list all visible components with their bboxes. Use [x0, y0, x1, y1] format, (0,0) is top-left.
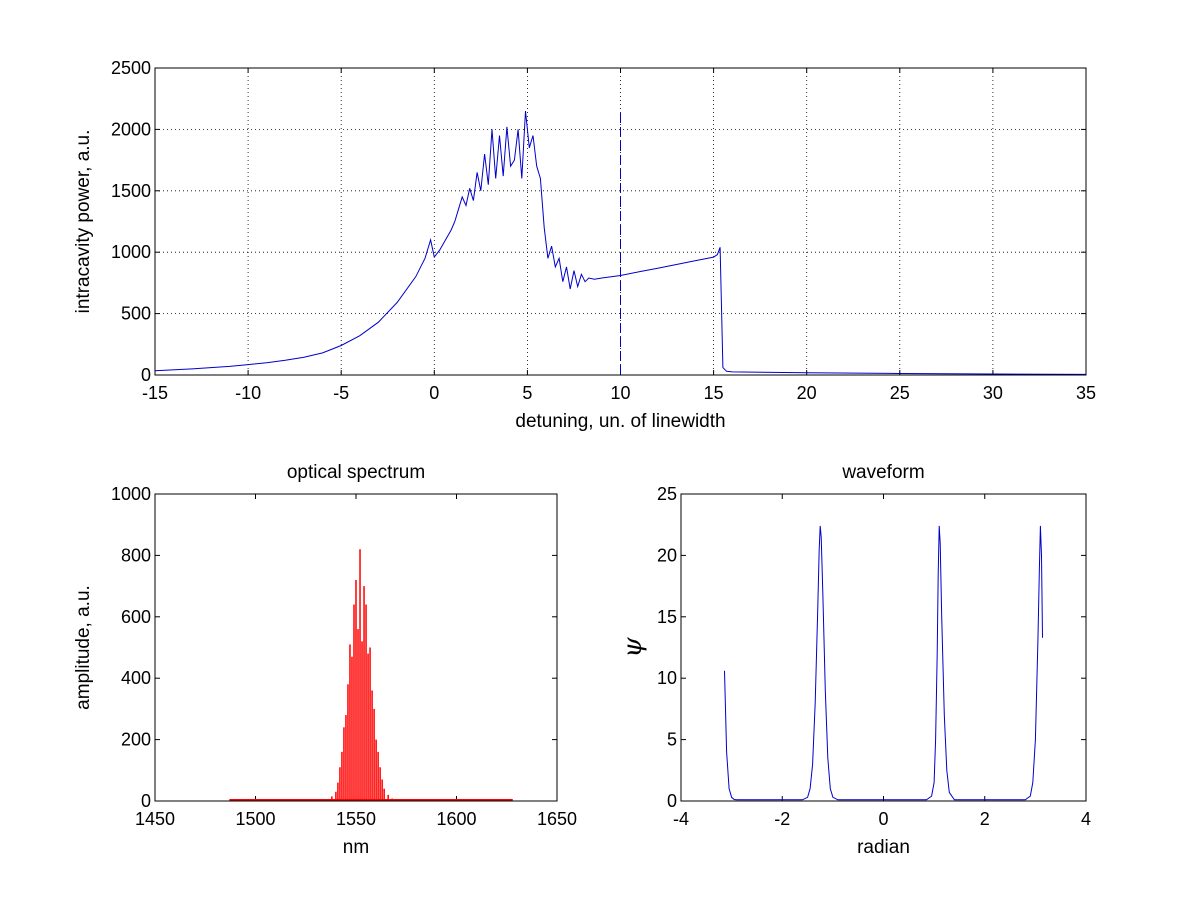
spectrum-bar — [339, 767, 341, 801]
y-axis-label: ψ — [618, 637, 648, 658]
series-line-0 — [724, 525, 1043, 801]
y-tick-label: 2500 — [111, 58, 151, 78]
x-tick-label: 1600 — [436, 809, 476, 829]
spectrum-bar — [377, 751, 379, 801]
x-tick-label: 10 — [610, 383, 630, 403]
spectrum-bar — [367, 653, 369, 801]
x-tick-label: -10 — [235, 383, 261, 403]
x-axis-label: nm — [343, 837, 369, 858]
x-tick-label: -5 — [333, 383, 349, 403]
x-tick-label: 0 — [429, 383, 439, 403]
y-tick-label: 15 — [657, 607, 677, 627]
spectrum-bar — [327, 799, 329, 801]
y-tick-label: 1000 — [111, 242, 151, 262]
spectrum-bar — [369, 647, 371, 801]
spectrum-bar — [383, 788, 385, 801]
spectrum-bar — [349, 644, 351, 801]
y-tick-label: 1000 — [111, 484, 151, 504]
plot-area — [681, 494, 1086, 801]
spectrum-bar — [345, 715, 347, 801]
x-tick-label: -15 — [142, 383, 168, 403]
spectrum-bar — [353, 604, 355, 801]
spectrum-bar — [341, 751, 343, 801]
x-tick-label: 2 — [980, 809, 990, 829]
y-tick-label: 500 — [121, 304, 151, 324]
x-axis-label: radian — [857, 837, 910, 858]
y-tick-label: 5 — [667, 730, 677, 750]
spectrum-bar — [373, 708, 375, 801]
spectrum-bar — [343, 727, 345, 801]
x-tick-label: 5 — [522, 383, 532, 403]
y-axis-label: amplitude, a.u. — [73, 585, 94, 710]
spectrum-bar — [331, 796, 333, 801]
x-tick-label: 30 — [983, 383, 1003, 403]
spectrum-bar — [387, 794, 389, 801]
x-tick-label: 1500 — [235, 809, 275, 829]
y-tick-label: 1500 — [111, 181, 151, 201]
y-axis-label: intracavity power, a.u. — [73, 130, 94, 314]
x-tick-label: 25 — [890, 383, 910, 403]
spectrum-bar — [347, 684, 349, 801]
x-tick-label: 20 — [797, 383, 817, 403]
spectrum-bar — [379, 767, 381, 801]
x-tick-label: 1550 — [336, 809, 376, 829]
y-tick-label: 0 — [141, 365, 151, 385]
spectrum-bar — [359, 549, 361, 801]
chart-title: optical spectrum — [287, 462, 425, 483]
x-tick-label: -2 — [774, 809, 790, 829]
spectrum-bar — [361, 641, 363, 801]
chart-1: 1450 1500 1550 1600 1650 0 200 400 600 800 1000 nm a… — [73, 462, 577, 858]
spectrum-bar — [355, 579, 357, 801]
x-tick-label: 1450 — [135, 809, 175, 829]
chart-title: waveform — [841, 462, 924, 483]
x-tick-label: -4 — [673, 809, 689, 829]
spectrum-bar — [335, 791, 337, 801]
y-tick-label: 25 — [657, 484, 677, 504]
plot-frame — [154, 67, 1087, 376]
series-line-0 — [154, 110, 1087, 375]
y-tick-label: 800 — [121, 545, 151, 565]
x-tick-label: 0 — [878, 809, 888, 829]
plot-frame — [680, 493, 1087, 802]
chart-2: -4 -2 0 2 4 0 5 10 15 20 25 radian ψ waveform — [618, 462, 1091, 858]
y-tick-label: 0 — [141, 791, 151, 811]
x-tick-label: 1650 — [537, 809, 577, 829]
spectrum-bar — [391, 798, 393, 801]
y-tick-label: 200 — [121, 730, 151, 750]
spectrum-bar — [375, 739, 377, 801]
y-tick-label: 20 — [657, 545, 677, 565]
spectrum-bar — [351, 656, 353, 801]
spectrum-bar — [337, 782, 339, 801]
x-tick-label: 15 — [704, 383, 724, 403]
x-tick-label: 35 — [1076, 383, 1096, 403]
x-axis-label: detuning, un. of linewidth — [515, 411, 725, 432]
chart-0: -15 -10 -5 0 5 10 15 20 25 30 35 0 500 1000 1500 2000 25… — [73, 58, 1096, 432]
spectrum-bar — [381, 779, 383, 801]
spectrum-bar — [363, 586, 365, 801]
spectrum-bar — [357, 629, 359, 801]
spectrum-bar — [365, 604, 367, 801]
y-tick-label: 0 — [667, 791, 677, 811]
y-tick-label: 400 — [121, 668, 151, 688]
y-tick-label: 600 — [121, 607, 151, 627]
y-tick-label: 10 — [657, 668, 677, 688]
plot-frame — [154, 493, 558, 802]
y-tick-label: 2000 — [111, 119, 151, 139]
x-tick-label: 4 — [1081, 809, 1091, 829]
spectrum-bar — [371, 690, 373, 801]
